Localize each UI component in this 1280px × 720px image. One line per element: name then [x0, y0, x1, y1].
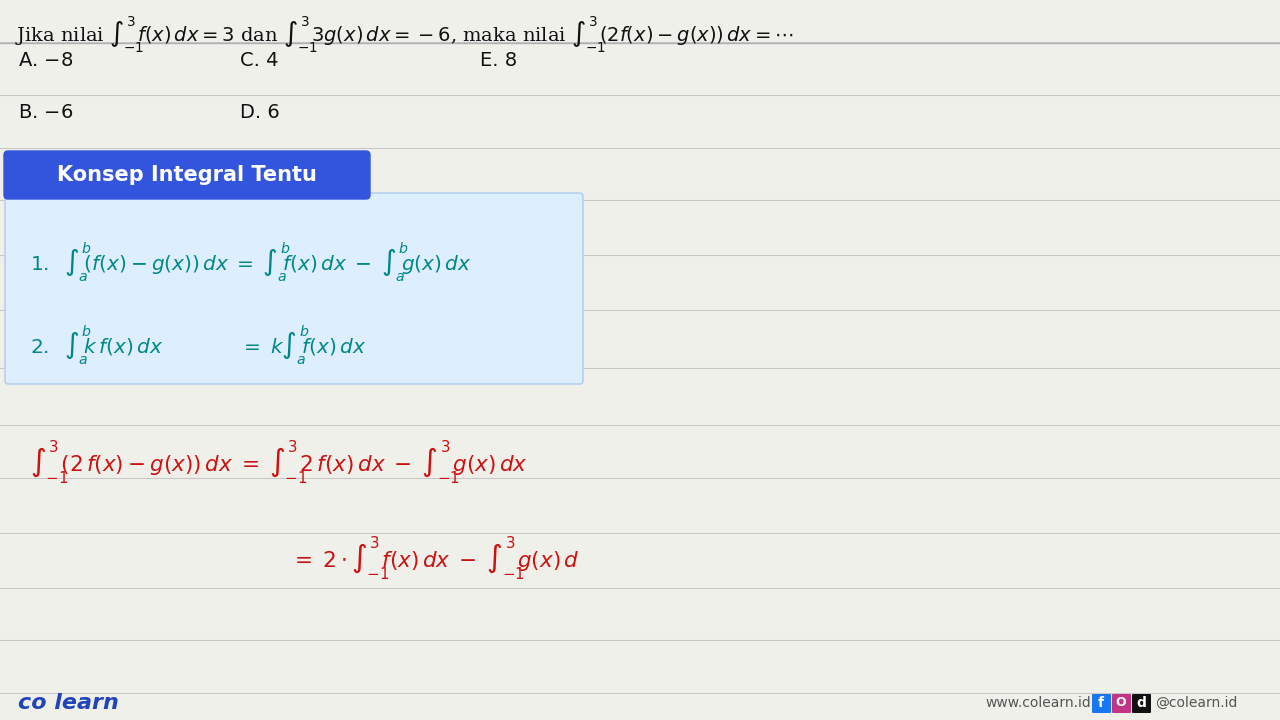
Text: $1.\;\; \int_{a}^{b} \!\!(f(x) - g(x))\, dx \;=\; \int_{a}^{b}\!\! f(x)\, dx \;-: $1.\;\; \int_{a}^{b} \!\!(f(x) - g(x))\,… — [29, 240, 471, 284]
Text: @colearn.id: @colearn.id — [1155, 696, 1238, 710]
Text: f: f — [1098, 696, 1103, 710]
FancyBboxPatch shape — [1112, 694, 1132, 713]
Text: B. $-6$: B. $-6$ — [18, 102, 73, 122]
FancyBboxPatch shape — [4, 151, 370, 199]
Text: d: d — [1137, 696, 1146, 710]
Text: E. 8: E. 8 — [480, 50, 517, 70]
Text: www.colearn.id: www.colearn.id — [986, 696, 1091, 710]
Text: $=\; 2 \cdot \int_{-1}^{3}\!\! f(x)\, dx \;-\; \int_{-1}^{3}\!\! g(x)\, d$: $=\; 2 \cdot \int_{-1}^{3}\!\! f(x)\, dx… — [291, 534, 580, 582]
FancyBboxPatch shape — [1092, 694, 1111, 713]
Text: O: O — [1116, 696, 1126, 709]
Text: $2.\;\; \int_{a}^{b} \!\!k\, f(x)\, dx \qquad\qquad =\; k \int_{a}^{b}\!\! f(x)\: $2.\;\; \int_{a}^{b} \!\!k\, f(x)\, dx \… — [29, 323, 366, 366]
Text: C. 4: C. 4 — [241, 50, 279, 70]
Text: D. 6: D. 6 — [241, 102, 280, 122]
Text: A. $-8$: A. $-8$ — [18, 50, 73, 70]
FancyBboxPatch shape — [5, 193, 582, 384]
Text: Jika nilai $\int_{-1}^{3}\!\! f(x)\, dx = 3$ dan $\int_{-1}^{3}\!\! 3g(x)\, dx =: Jika nilai $\int_{-1}^{3}\!\! f(x)\, dx … — [15, 15, 794, 55]
Text: Konsep Integral Tentu: Konsep Integral Tentu — [58, 165, 317, 185]
FancyBboxPatch shape — [1132, 694, 1151, 713]
Text: $\int_{-1}^{3} \!\!(2\, f(x) - g(x))\, dx \;=\; \int_{-1}^{3}\!\! 2\, f(x)\, dx : $\int_{-1}^{3} \!\!(2\, f(x) - g(x))\, d… — [29, 438, 527, 486]
Text: co learn: co learn — [18, 693, 119, 713]
